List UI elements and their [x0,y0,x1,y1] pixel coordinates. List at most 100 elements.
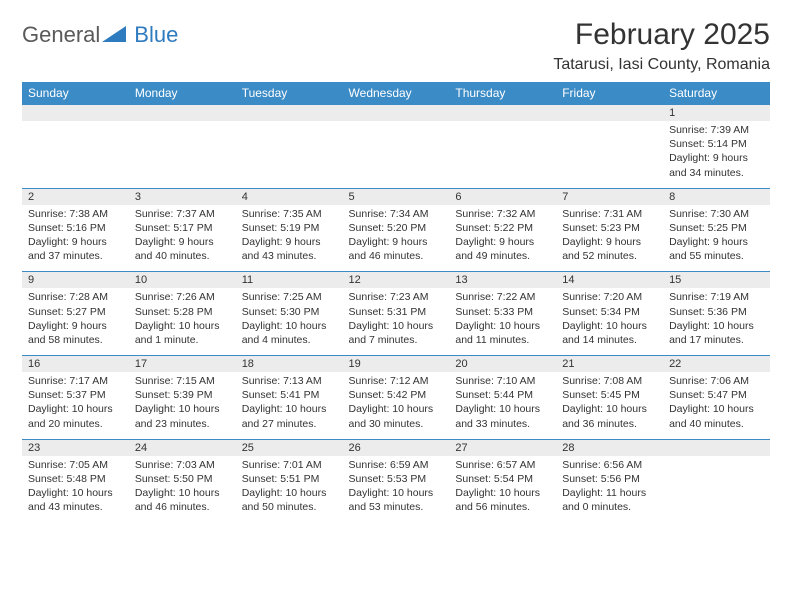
day-detail-cell: Sunrise: 7:03 AMSunset: 5:50 PMDaylight:… [129,456,236,523]
weekday-header: Friday [556,82,663,105]
sunrise-text: Sunrise: 7:37 AM [135,207,230,221]
sunrise-text: Sunrise: 6:56 AM [562,458,657,472]
sunset-text: Sunset: 5:48 PM [28,472,123,486]
logo-text-general: General [22,22,100,48]
sunset-text: Sunset: 5:22 PM [455,221,550,235]
daynum-row: 2345678 [22,188,770,205]
day-detail-cell [449,121,556,188]
sunset-text: Sunset: 5:41 PM [242,388,337,402]
day-number-cell: 19 [343,356,450,373]
sunrise-text: Sunrise: 7:26 AM [135,290,230,304]
daylight-text: Daylight: 10 hours and 40 minutes. [669,402,764,430]
daylight-text: Daylight: 10 hours and 20 minutes. [28,402,123,430]
daylight-text: Daylight: 10 hours and 23 minutes. [135,402,230,430]
day-detail-cell: Sunrise: 7:37 AMSunset: 5:17 PMDaylight:… [129,205,236,272]
day-number-cell: 28 [556,439,663,456]
day-number-cell: 6 [449,188,556,205]
day-number-cell: 11 [236,272,343,289]
sunset-text: Sunset: 5:36 PM [669,305,764,319]
daylight-text: Daylight: 9 hours and 37 minutes. [28,235,123,263]
sunrise-text: Sunrise: 7:08 AM [562,374,657,388]
sunrise-text: Sunrise: 7:23 AM [349,290,444,304]
daylight-text: Daylight: 10 hours and 30 minutes. [349,402,444,430]
sunrise-text: Sunrise: 7:32 AM [455,207,550,221]
day-number-cell: 20 [449,356,556,373]
daylight-text: Daylight: 10 hours and 17 minutes. [669,319,764,347]
sunset-text: Sunset: 5:23 PM [562,221,657,235]
day-detail-cell: Sunrise: 7:26 AMSunset: 5:28 PMDaylight:… [129,288,236,355]
day-number-cell: 17 [129,356,236,373]
day-detail-cell: Sunrise: 7:06 AMSunset: 5:47 PMDaylight:… [663,372,770,439]
day-detail-cell: Sunrise: 7:13 AMSunset: 5:41 PMDaylight:… [236,372,343,439]
day-detail-cell: Sunrise: 7:35 AMSunset: 5:19 PMDaylight:… [236,205,343,272]
weekday-header: Sunday [22,82,129,105]
daynum-row: 9101112131415 [22,272,770,289]
day-number-cell: 15 [663,272,770,289]
day-number-cell: 1 [663,105,770,122]
sunrise-text: Sunrise: 7:31 AM [562,207,657,221]
sunset-text: Sunset: 5:17 PM [135,221,230,235]
daylight-text: Daylight: 9 hours and 46 minutes. [349,235,444,263]
sunrise-text: Sunrise: 7:35 AM [242,207,337,221]
daylight-text: Daylight: 10 hours and 11 minutes. [455,319,550,347]
daylight-text: Daylight: 9 hours and 55 minutes. [669,235,764,263]
sunrise-text: Sunrise: 7:25 AM [242,290,337,304]
sunset-text: Sunset: 5:45 PM [562,388,657,402]
day-detail-cell: Sunrise: 7:34 AMSunset: 5:20 PMDaylight:… [343,205,450,272]
day-detail-cell: Sunrise: 6:57 AMSunset: 5:54 PMDaylight:… [449,456,556,523]
sunrise-text: Sunrise: 6:57 AM [455,458,550,472]
daylight-text: Daylight: 10 hours and 46 minutes. [135,486,230,514]
sunrise-text: Sunrise: 7:38 AM [28,207,123,221]
sunset-text: Sunset: 5:14 PM [669,137,764,151]
daylight-text: Daylight: 9 hours and 40 minutes. [135,235,230,263]
page-header: General Blue February 2025 Tatarusi, Ias… [22,18,770,74]
day-number-cell: 4 [236,188,343,205]
day-detail-cell [236,121,343,188]
sunrise-text: Sunrise: 7:12 AM [349,374,444,388]
day-number-cell: 2 [22,188,129,205]
day-number-cell: 23 [22,439,129,456]
day-detail-cell: Sunrise: 7:17 AMSunset: 5:37 PMDaylight:… [22,372,129,439]
sunrise-text: Sunrise: 7:05 AM [28,458,123,472]
daylight-text: Daylight: 9 hours and 34 minutes. [669,151,764,179]
day-number-cell: 24 [129,439,236,456]
sunset-text: Sunset: 5:30 PM [242,305,337,319]
day-number-cell [236,105,343,122]
daynum-row: 16171819202122 [22,356,770,373]
sunset-text: Sunset: 5:44 PM [455,388,550,402]
day-number-cell: 18 [236,356,343,373]
sunset-text: Sunset: 5:20 PM [349,221,444,235]
sunset-text: Sunset: 5:39 PM [135,388,230,402]
daylight-text: Daylight: 10 hours and 43 minutes. [28,486,123,514]
sunrise-text: Sunrise: 7:34 AM [349,207,444,221]
day-detail-cell [343,121,450,188]
day-number-cell: 8 [663,188,770,205]
sunrise-text: Sunrise: 7:06 AM [669,374,764,388]
weekday-header: Wednesday [343,82,450,105]
sunrise-text: Sunrise: 7:19 AM [669,290,764,304]
day-number-cell: 12 [343,272,450,289]
daynum-row: 1 [22,105,770,122]
day-number-cell: 10 [129,272,236,289]
day-number-cell: 27 [449,439,556,456]
day-number-cell: 25 [236,439,343,456]
sunset-text: Sunset: 5:50 PM [135,472,230,486]
sunset-text: Sunset: 5:47 PM [669,388,764,402]
daynum-row: 232425262728 [22,439,770,456]
sunset-text: Sunset: 5:33 PM [455,305,550,319]
sunset-text: Sunset: 5:27 PM [28,305,123,319]
day-number-cell [663,439,770,456]
daylight-text: Daylight: 10 hours and 53 minutes. [349,486,444,514]
daylight-text: Daylight: 10 hours and 27 minutes. [242,402,337,430]
day-detail-cell: Sunrise: 6:59 AMSunset: 5:53 PMDaylight:… [343,456,450,523]
logo-text-blue: Blue [134,22,178,48]
sunrise-text: Sunrise: 7:39 AM [669,123,764,137]
day-number-cell: 14 [556,272,663,289]
daylight-text: Daylight: 10 hours and 36 minutes. [562,402,657,430]
sunrise-text: Sunrise: 6:59 AM [349,458,444,472]
logo: General Blue [22,18,178,48]
day-number-cell [343,105,450,122]
daylight-text: Daylight: 9 hours and 43 minutes. [242,235,337,263]
day-number-cell: 16 [22,356,129,373]
day-number-cell: 21 [556,356,663,373]
